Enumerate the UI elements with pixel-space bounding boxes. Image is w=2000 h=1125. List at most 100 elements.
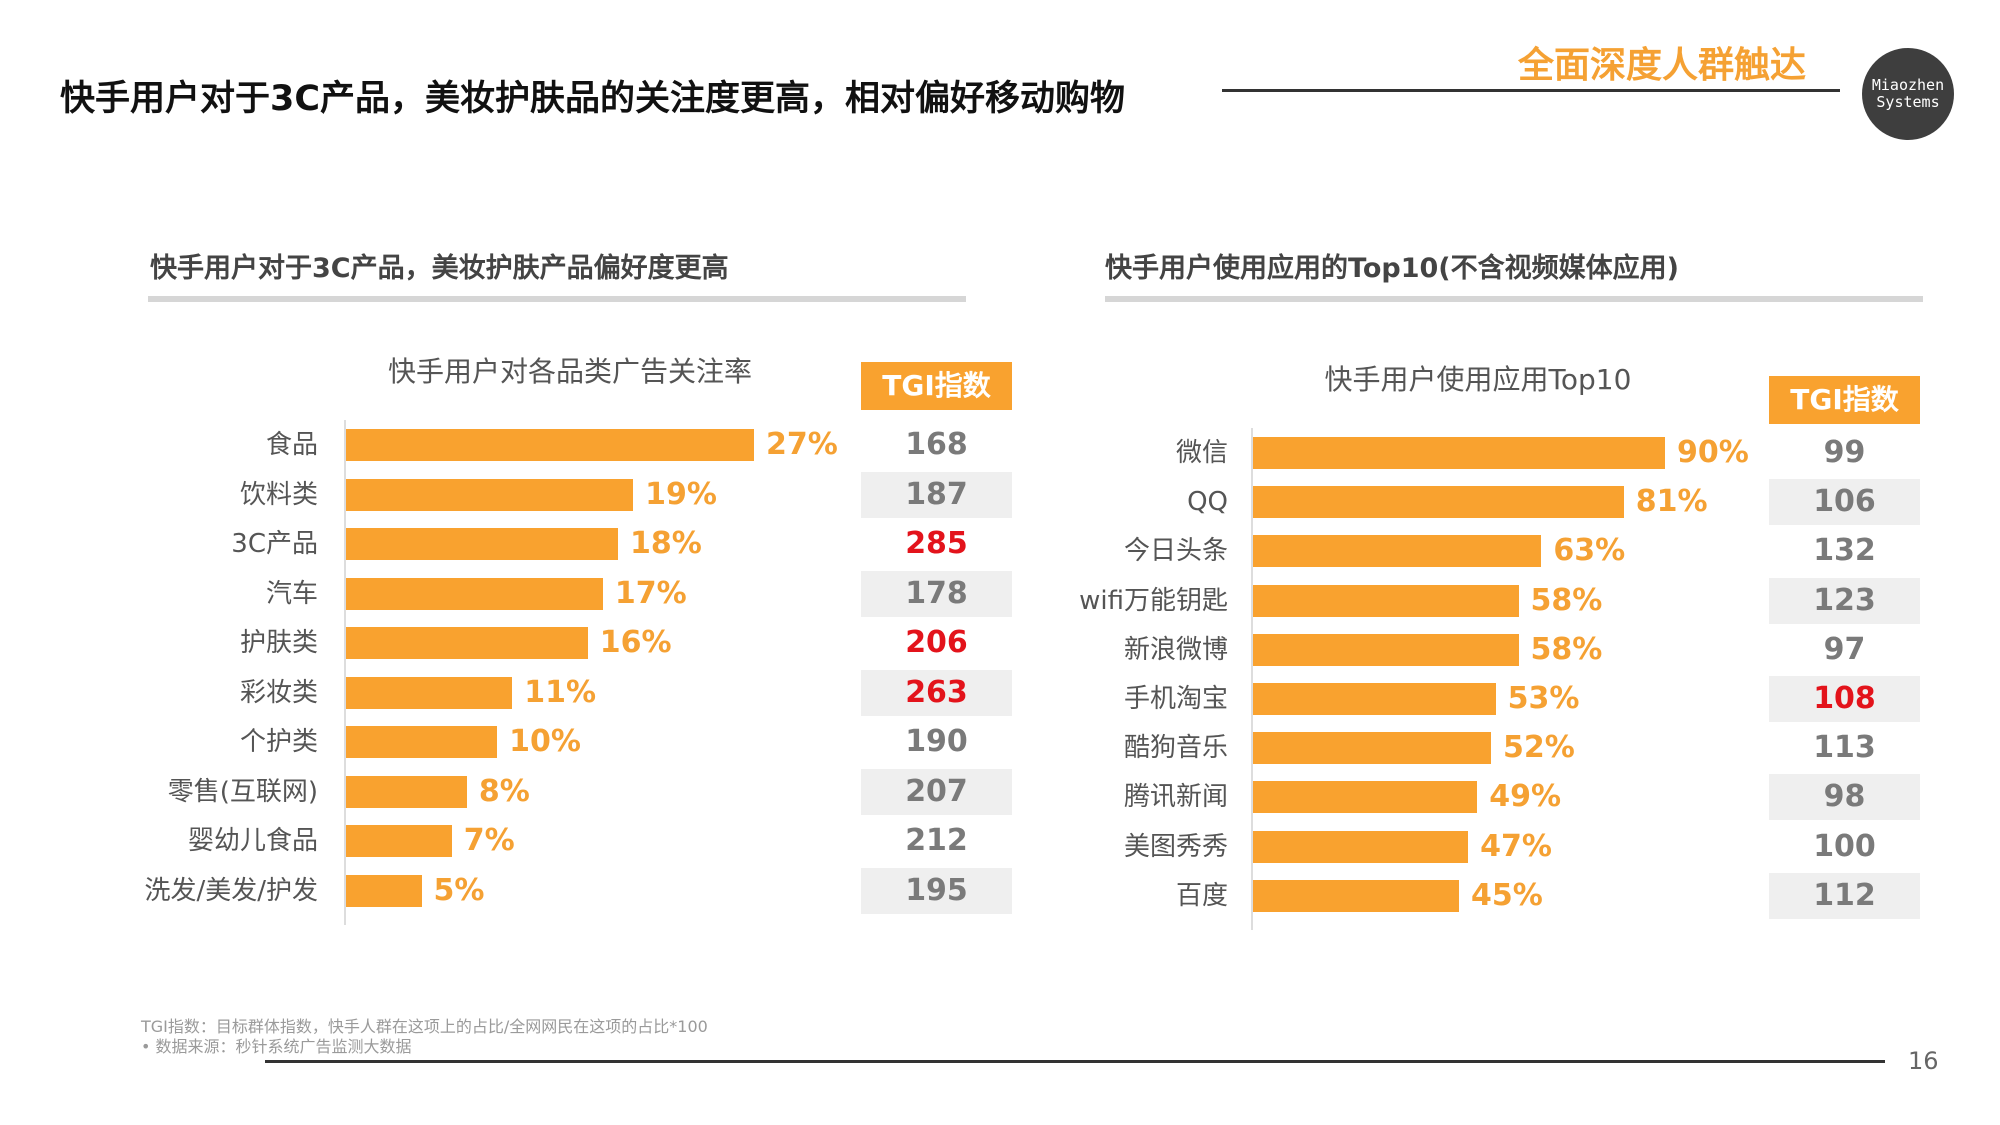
bar <box>346 874 422 907</box>
left-section-underline <box>148 296 966 302</box>
category-label: 百度 <box>1175 880 1228 911</box>
value-label: 17% <box>614 575 687 611</box>
chart-title: 快手用户对各品类广告关注率 <box>387 355 753 388</box>
category-label: 彩妆类 <box>239 677 318 708</box>
miaozhen-logo: Miaozhen Systems <box>1862 48 1954 140</box>
tgi-value: 108 <box>1769 676 1920 722</box>
value-label: 58% <box>1530 582 1603 618</box>
value-label: 45% <box>1471 877 1543 913</box>
page-number: 16 <box>1908 1047 1939 1075</box>
tgi-value: 123 <box>1769 577 1920 624</box>
tgi-value: 207 <box>861 768 1012 815</box>
right-section-heading: 快手用户使用应用的Top10(不含视频媒体应用) <box>1105 253 1679 284</box>
category-label: 腾讯新闻 <box>1123 782 1228 813</box>
tgi-value: 100 <box>1813 828 1876 864</box>
bar <box>1253 437 1665 469</box>
category-label: 洗发/美发/护发 <box>144 875 318 906</box>
bar <box>346 825 452 857</box>
bar <box>346 528 618 560</box>
tgi-value: 106 <box>1769 479 1920 526</box>
tgi-header: TGI指数 <box>861 362 1012 410</box>
category-label: 食品 <box>265 430 318 460</box>
tagline: 全面深度人群触达 <box>1518 45 1807 86</box>
bar <box>346 577 603 610</box>
value-label: 81% <box>1635 484 1708 520</box>
category-label: 护肤类 <box>239 628 318 658</box>
bar <box>346 775 467 808</box>
category-label: QQ <box>1187 487 1228 518</box>
logo-text-line1: Miaozhen <box>1871 76 1945 94</box>
value-label: 10% <box>509 724 581 759</box>
tgi-value: 212 <box>905 823 968 858</box>
bar <box>1253 633 1519 666</box>
category-label: 个护类 <box>239 727 318 757</box>
category-label: 3C产品 <box>231 529 318 559</box>
bar <box>1253 879 1459 912</box>
left-section-heading: 快手用户对于3C产品，美妆护肤产品偏好度更高 <box>150 253 729 284</box>
tgi-value: 285 <box>905 526 968 561</box>
tgi-value: 206 <box>905 625 968 660</box>
category-label: 零售(互联网) <box>167 776 318 807</box>
value-label: 52% <box>1503 730 1575 766</box>
value-label: 11% <box>524 674 597 710</box>
y-axis-line <box>344 420 346 925</box>
tgi-footnote: TGI指数：目标群体指数，快手人群在这项上的占比/全网网民在这项的占比*100 <box>141 1017 708 1036</box>
bar <box>1253 486 1624 519</box>
value-label: 8% <box>478 773 530 809</box>
right-section-underline <box>1105 296 1923 302</box>
category-label: wifi万能钥匙 <box>1079 585 1228 616</box>
page-title: 快手用户对于3C产品，美妆护肤品的关注度更高，相对偏好移动购物 <box>60 79 1126 119</box>
tgi-value: 190 <box>905 724 968 759</box>
category-label: 手机淘宝 <box>1123 684 1228 714</box>
bar <box>346 478 634 511</box>
tgi-value: 98 <box>1769 774 1920 821</box>
bar <box>346 627 588 659</box>
value-label: 27% <box>766 427 838 462</box>
tgi-value: 97 <box>1823 631 1866 667</box>
tgi-value: 112 <box>1769 872 1920 919</box>
bar <box>346 676 513 709</box>
value-label: 49% <box>1489 779 1562 815</box>
value-label: 18% <box>630 526 702 561</box>
tgi-header: TGI指数 <box>1769 376 1920 424</box>
value-label: 5% <box>433 872 485 908</box>
tgi-value: 168 <box>905 427 968 462</box>
category-label: 酷狗音乐 <box>1123 733 1228 764</box>
value-label: 58% <box>1530 631 1603 667</box>
title-divider <box>1222 89 1840 92</box>
bar <box>1253 584 1519 617</box>
y-axis-line <box>1251 428 1253 930</box>
bar <box>346 726 498 758</box>
footer-divider <box>265 1060 1885 1063</box>
value-label: 63% <box>1553 533 1626 569</box>
value-label: 90% <box>1677 435 1749 470</box>
category-label: 汽车 <box>265 578 318 609</box>
tgi-value: 187 <box>861 471 1012 518</box>
bar <box>1253 830 1469 863</box>
category-label: 婴幼儿食品 <box>187 826 318 856</box>
category-label: 新浪微博 <box>1123 634 1228 665</box>
value-label: 47% <box>1480 828 1552 864</box>
tgi-value: 132 <box>1813 533 1876 569</box>
tgi-value: 195 <box>861 867 1012 914</box>
category-label: 饮料类 <box>239 479 318 510</box>
data-source-note: • 数据来源：秒针系统广告监测大数据 <box>141 1037 412 1056</box>
value-label: 19% <box>645 476 717 512</box>
logo-text-line2: Systems <box>1876 93 1940 111</box>
bar <box>1253 781 1478 814</box>
tgi-value: 263 <box>861 669 1012 716</box>
category-label: 今日头条 <box>1123 536 1228 567</box>
chart-title: 快手用户使用应用Top10 <box>1324 363 1632 396</box>
value-label: 53% <box>1507 681 1580 716</box>
tgi-value: 113 <box>1813 730 1876 766</box>
tgi-value: 99 <box>1823 435 1866 470</box>
value-label: 7% <box>463 823 515 858</box>
category-label: 微信 <box>1175 438 1228 468</box>
category-label: 美图秀秀 <box>1123 831 1228 862</box>
bar <box>346 429 754 461</box>
tgi-value: 178 <box>861 570 1012 617</box>
bar <box>1253 535 1542 568</box>
bar <box>1253 683 1496 715</box>
bar <box>1253 732 1492 765</box>
value-label: 16% <box>599 625 672 660</box>
